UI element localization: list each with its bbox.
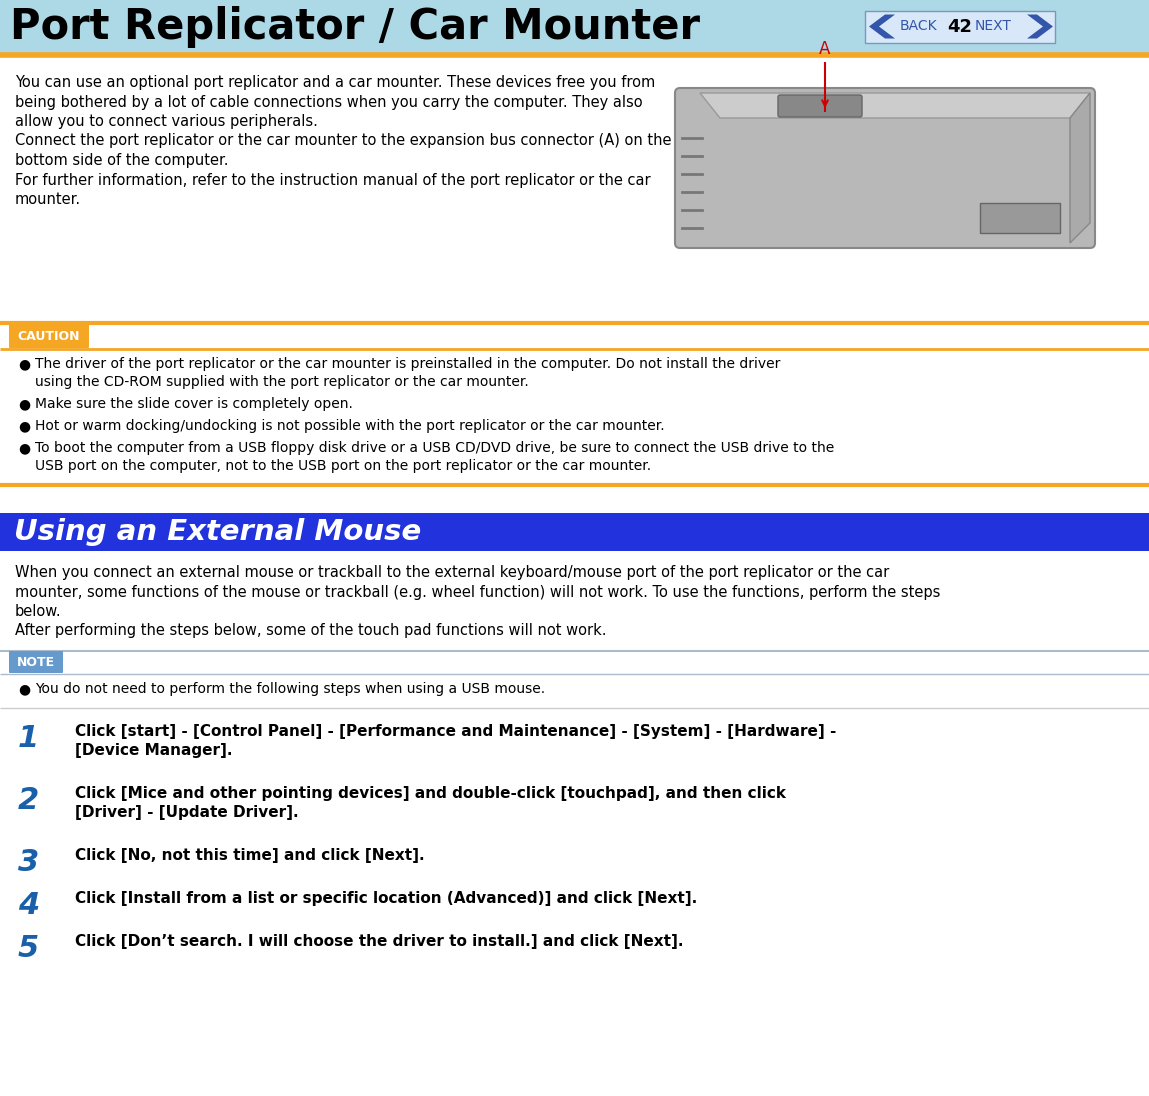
FancyBboxPatch shape — [865, 11, 1055, 43]
Text: ●: ● — [18, 419, 30, 433]
Text: mounter, some functions of the mouse or trackball (e.g. wheel function) will not: mounter, some functions of the mouse or … — [15, 584, 940, 600]
Text: Port Replicator / Car Mounter: Port Replicator / Car Mounter — [10, 5, 700, 47]
Polygon shape — [1027, 14, 1052, 38]
FancyBboxPatch shape — [9, 324, 88, 349]
Polygon shape — [700, 93, 1090, 118]
Polygon shape — [869, 14, 895, 38]
Text: mounter.: mounter. — [15, 192, 82, 207]
Text: 4: 4 — [18, 891, 39, 920]
Text: [Driver] - [Update Driver].: [Driver] - [Update Driver]. — [75, 804, 299, 820]
Text: NEXT: NEXT — [976, 20, 1012, 34]
Text: below.: below. — [15, 604, 62, 619]
Text: A: A — [819, 39, 831, 58]
Text: When you connect an external mouse or trackball to the external keyboard/mouse p: When you connect an external mouse or tr… — [15, 566, 889, 580]
Bar — [0, 513, 1149, 551]
Text: BACK: BACK — [900, 20, 938, 34]
Text: Click [Mice and other pointing devices] and double-click [touchpad], and then cl: Click [Mice and other pointing devices] … — [75, 786, 786, 801]
FancyBboxPatch shape — [778, 95, 862, 117]
Text: bottom side of the computer.: bottom side of the computer. — [15, 153, 229, 168]
Text: You can use an optional port replicator and a car mounter. These devices free yo: You can use an optional port replicator … — [15, 75, 655, 90]
Text: Make sure the slide cover is completely open.: Make sure the slide cover is completely … — [34, 397, 353, 411]
Text: 42: 42 — [948, 18, 972, 35]
Bar — [0, 0, 1149, 53]
FancyBboxPatch shape — [9, 651, 63, 673]
Text: ●: ● — [18, 357, 30, 372]
Text: Hot or warm docking/undocking is not possible with the port replicator or the ca: Hot or warm docking/undocking is not pos… — [34, 419, 664, 433]
Text: Click [start] - [Control Panel] - [Performance and Maintenance] - [System] - [Ha: Click [start] - [Control Panel] - [Perfo… — [75, 724, 836, 739]
Text: 1: 1 — [18, 724, 39, 753]
Text: The driver of the port replicator or the car mounter is preinstalled in the comp: The driver of the port replicator or the… — [34, 357, 780, 372]
Text: ●: ● — [18, 397, 30, 411]
Text: USB port on the computer, not to the USB port on the port replicator or the car : USB port on the computer, not to the USB… — [34, 459, 651, 473]
Text: 2: 2 — [18, 786, 39, 815]
Text: NOTE: NOTE — [17, 655, 55, 669]
Text: 5: 5 — [18, 934, 39, 963]
Text: Using an External Mouse: Using an External Mouse — [14, 518, 422, 546]
Text: Connect the port replicator or the car mounter to the expansion bus connector (A: Connect the port replicator or the car m… — [15, 134, 671, 148]
Text: You do not need to perform the following steps when using a USB mouse.: You do not need to perform the following… — [34, 682, 545, 696]
Text: ●: ● — [18, 682, 30, 696]
Text: ●: ● — [18, 441, 30, 455]
Text: Click [Don’t search. I will choose the driver to install.] and click [Next].: Click [Don’t search. I will choose the d… — [75, 934, 684, 949]
Text: To boot the computer from a USB floppy disk drive or a USB CD/DVD drive, be sure: To boot the computer from a USB floppy d… — [34, 441, 834, 455]
Text: allow you to connect various peripherals.: allow you to connect various peripherals… — [15, 114, 318, 129]
Text: Click [Install from a list or specific location (Advanced)] and click [Next].: Click [Install from a list or specific l… — [75, 891, 697, 906]
Text: CAUTION: CAUTION — [17, 330, 80, 342]
Text: After performing the steps below, some of the touch pad functions will not work.: After performing the steps below, some o… — [15, 624, 607, 639]
Text: For further information, refer to the instruction manual of the port replicator : For further information, refer to the in… — [15, 172, 650, 187]
Text: being bothered by a lot of cable connections when you carry the computer. They a: being bothered by a lot of cable connect… — [15, 94, 642, 110]
Text: using the CD-ROM supplied with the port replicator or the car mounter.: using the CD-ROM supplied with the port … — [34, 375, 529, 389]
Text: 3: 3 — [18, 848, 39, 877]
Text: [Device Manager].: [Device Manager]. — [75, 743, 232, 758]
FancyBboxPatch shape — [674, 88, 1095, 248]
Text: Click [No, not this time] and click [Next].: Click [No, not this time] and click [Nex… — [75, 848, 425, 863]
Bar — [980, 203, 1061, 233]
Polygon shape — [1070, 93, 1090, 243]
